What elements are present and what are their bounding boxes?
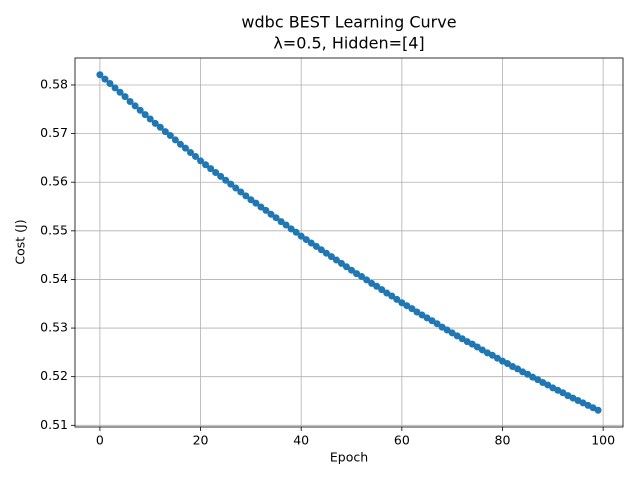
marker xyxy=(388,292,396,300)
x-tick-label: 60 xyxy=(394,433,410,448)
marker xyxy=(176,140,184,148)
marker xyxy=(272,214,280,222)
marker xyxy=(202,161,210,169)
x-tick-label: 20 xyxy=(193,433,209,448)
y-tick-label: 0.58 xyxy=(40,76,68,91)
marker xyxy=(322,249,330,257)
marker xyxy=(232,184,240,192)
marker xyxy=(277,218,285,226)
marker xyxy=(287,225,295,233)
marker xyxy=(101,75,109,83)
marker xyxy=(247,196,255,204)
marker xyxy=(393,295,401,303)
y-tick-label: 0.54 xyxy=(40,271,68,286)
marker xyxy=(156,123,164,131)
marker xyxy=(433,320,441,328)
marker xyxy=(332,256,340,264)
marker xyxy=(312,242,320,250)
marker xyxy=(217,172,225,180)
x-tick-label: 100 xyxy=(591,433,615,448)
x-tick-label: 80 xyxy=(495,433,511,448)
marker xyxy=(96,71,104,79)
marker xyxy=(151,119,159,127)
marker xyxy=(373,282,381,290)
marker xyxy=(282,221,290,229)
marker xyxy=(181,144,189,152)
marker xyxy=(146,115,154,123)
marker xyxy=(116,88,124,96)
y-tick-label: 0.52 xyxy=(40,368,68,383)
x-tick-label: 0 xyxy=(96,433,104,448)
x-axis-label: Epoch xyxy=(330,450,368,465)
x-tick-label: 40 xyxy=(293,433,309,448)
marker xyxy=(121,93,129,101)
y-axis-label: Cost (J) xyxy=(13,219,28,264)
marker xyxy=(358,273,366,281)
marker xyxy=(136,106,144,114)
marker xyxy=(166,132,174,140)
marker xyxy=(307,239,315,247)
marker xyxy=(262,206,270,214)
marker xyxy=(131,102,139,110)
marker xyxy=(186,149,194,157)
marker xyxy=(197,157,205,165)
marker xyxy=(227,180,235,188)
marker xyxy=(126,98,134,106)
marker xyxy=(342,263,350,271)
y-tick-label: 0.55 xyxy=(40,222,68,237)
marker xyxy=(348,266,356,274)
marker xyxy=(267,210,275,218)
marker xyxy=(252,199,260,207)
marker xyxy=(192,152,200,160)
marker xyxy=(337,259,345,267)
marker xyxy=(111,84,119,92)
marker xyxy=(141,111,149,119)
y-tick-label: 0.56 xyxy=(40,174,68,189)
marker xyxy=(292,228,300,236)
marker xyxy=(302,236,310,244)
marker xyxy=(257,203,265,211)
marker xyxy=(408,305,416,313)
y-tick-label: 0.51 xyxy=(40,417,68,432)
marker xyxy=(237,188,245,196)
marker xyxy=(297,232,305,240)
y-tick-label: 0.57 xyxy=(40,125,68,140)
marker xyxy=(317,246,325,254)
plot-frame xyxy=(74,57,624,428)
chart-title: wdbc BEST Learning Curve xyxy=(241,13,456,32)
marker xyxy=(242,192,250,200)
chart-subtitle: λ=0.5, Hidden=[4] xyxy=(273,34,424,53)
marker xyxy=(594,406,602,414)
y-tick-label: 0.53 xyxy=(40,320,68,335)
marker xyxy=(207,165,215,173)
marker xyxy=(171,136,179,144)
marker xyxy=(106,80,114,88)
marker xyxy=(222,176,230,184)
marker xyxy=(161,128,169,136)
marker xyxy=(212,168,220,176)
marker xyxy=(363,276,371,284)
marker xyxy=(327,253,335,261)
marker xyxy=(378,286,386,294)
